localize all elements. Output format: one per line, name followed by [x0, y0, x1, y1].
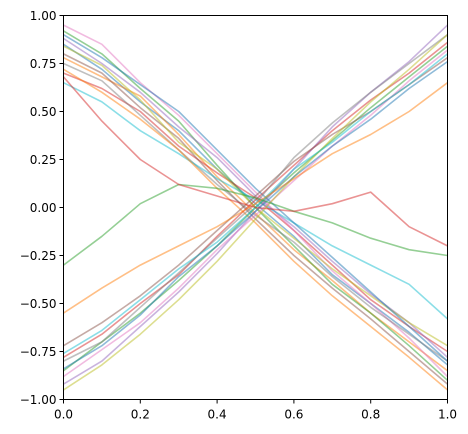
y-tick-label: −0.75	[20, 345, 57, 359]
x-axis: 0.0 0.2 0.4 0.6 0.8 1.0	[54, 399, 457, 422]
y-tick-label: −1.00	[20, 393, 57, 407]
y-tick-label: 0.50	[30, 105, 57, 119]
y-tick-label: 0.25	[30, 153, 57, 167]
y-tick-label: −0.50	[20, 297, 57, 311]
y-tick-label: 1.00	[30, 9, 57, 23]
series-lines	[62, 24, 449, 391]
x-tick-label: 0.2	[131, 408, 150, 422]
x-tick-label: 0.8	[361, 408, 380, 422]
series-line-24	[62, 76, 448, 247]
series-line-19	[63, 34, 449, 391]
x-tick-label: 0.4	[208, 408, 227, 422]
x-tick-label: 1.0	[438, 408, 457, 422]
plot-frame	[63, 15, 448, 400]
x-tick-label: 0.0	[54, 408, 73, 422]
series-line-7	[63, 24, 449, 378]
y-tick-label: −0.25	[20, 249, 57, 263]
series-line-11	[63, 34, 449, 362]
x-tick-label: 0.6	[284, 408, 303, 422]
series-line-22	[63, 82, 448, 314]
y-tick-label: 0.00	[30, 201, 57, 215]
series-line-12	[63, 68, 449, 391]
series-line-21	[63, 60, 448, 370]
y-tick-label: 0.75	[30, 57, 57, 71]
series-line-17	[63, 49, 448, 378]
series-line-2	[63, 56, 448, 372]
series-line-23	[63, 183, 448, 266]
y-axis: 1.00 0.75 0.50 0.25 0.00 −0.25 −0.50 −0.75 −1.00	[20, 9, 64, 407]
